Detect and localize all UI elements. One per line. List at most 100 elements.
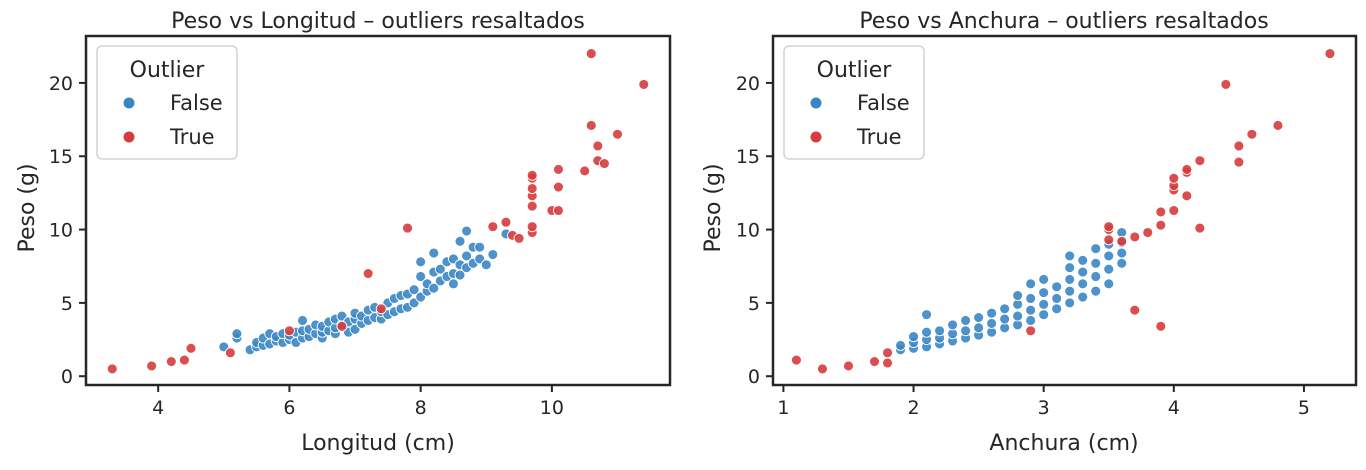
data-point-true <box>1272 119 1284 131</box>
data-point-false <box>1103 278 1115 290</box>
data-point-false <box>986 317 998 329</box>
data-point-false <box>999 303 1011 315</box>
data-point-true <box>1194 222 1206 234</box>
legend-title: Outlier <box>130 58 206 83</box>
data-point-true <box>106 363 118 375</box>
data-point-false <box>1090 285 1102 297</box>
data-point-true <box>585 119 597 131</box>
data-point-false <box>973 322 985 334</box>
chart-peso-vs-anchura: Peso vs Anchura – outliers resaltados An… <box>701 9 1358 456</box>
y-tick-label: 0 <box>748 366 760 388</box>
chart-title: Peso vs Longitud – outliers resaltados <box>171 9 585 34</box>
data-point-false <box>1064 297 1076 309</box>
legend: Outlier False True <box>96 45 238 160</box>
data-point-false <box>474 241 486 253</box>
data-point-true <box>1129 231 1141 243</box>
y-tick-label: 5 <box>748 293 760 315</box>
data-point-true <box>882 347 893 359</box>
data-point-true <box>882 357 893 369</box>
data-point-false <box>1064 250 1076 262</box>
data-point-false <box>1077 291 1089 303</box>
data-point-false <box>461 250 473 262</box>
data-point-false <box>231 328 243 340</box>
data-point-false <box>428 247 440 259</box>
data-point-false <box>960 325 972 337</box>
legend-marker-true <box>123 131 135 143</box>
data-point-true <box>843 360 854 372</box>
data-point-true <box>1103 234 1115 246</box>
data-point-true <box>1246 128 1258 140</box>
plot-frame <box>84 34 672 387</box>
data-point-true <box>283 325 295 337</box>
x-tick-label: 2 <box>907 397 919 419</box>
data-point-true <box>1233 140 1245 152</box>
data-point-true <box>336 320 348 332</box>
data-point-false <box>1103 250 1115 262</box>
data-point-true <box>638 78 650 90</box>
points <box>790 48 1336 375</box>
points <box>106 48 650 375</box>
y-tick-label: 20 <box>736 73 760 95</box>
data-point-false <box>1064 273 1076 285</box>
data-point-true <box>869 356 880 367</box>
data-point-false <box>1090 271 1102 282</box>
data-point-true <box>1181 190 1193 202</box>
y-tick-label: 15 <box>736 146 760 168</box>
chart-peso-vs-longitud: Peso vs Longitud – outliers resaltados L… <box>15 9 672 456</box>
data-point-true <box>790 354 802 366</box>
data-point-true <box>552 163 564 175</box>
data-point-true <box>375 303 387 315</box>
data-point-true <box>817 363 828 375</box>
y-tick-label: 10 <box>736 220 760 242</box>
data-point-false <box>1038 287 1050 299</box>
ticks: 4 6 8 10 0 5 10 15 20 <box>49 73 564 419</box>
x-tick-label: 1 <box>777 397 789 419</box>
data-point-false <box>1064 285 1076 297</box>
data-point-true <box>224 347 236 359</box>
data-point-false <box>1038 309 1050 321</box>
legend-label-false: False <box>857 91 910 115</box>
x-tick-label: 4 <box>1168 397 1180 419</box>
data-point-true <box>500 216 512 228</box>
data-point-false <box>1064 262 1076 274</box>
data-point-true <box>1181 163 1193 175</box>
data-point-false <box>999 313 1011 325</box>
data-point-true <box>585 48 597 60</box>
data-point-false <box>454 235 466 247</box>
data-point-false <box>1090 257 1102 269</box>
data-point-false <box>1077 266 1089 278</box>
data-point-false <box>1116 257 1128 269</box>
data-point-true <box>513 232 525 244</box>
data-point-false <box>428 282 440 294</box>
data-point-true <box>552 205 564 216</box>
legend-box <box>96 45 238 160</box>
data-point-true <box>526 200 538 212</box>
data-point-false <box>1077 254 1089 266</box>
data-point-false <box>461 225 473 237</box>
data-point-false <box>448 278 459 290</box>
data-point-false <box>297 315 308 326</box>
data-point-false <box>1077 278 1089 290</box>
data-point-true <box>402 222 413 234</box>
data-point-false <box>1012 310 1024 322</box>
data-point-false <box>1051 281 1063 293</box>
data-point-false <box>1038 298 1050 310</box>
data-point-true <box>598 158 610 170</box>
y-axis-label: Peso (g) <box>15 163 40 252</box>
data-point-false <box>1090 243 1102 255</box>
data-point-false <box>1025 278 1037 290</box>
data-point-false <box>1051 303 1063 315</box>
legend-marker-false <box>123 97 135 109</box>
data-point-false <box>947 319 959 331</box>
data-point-true <box>1168 205 1180 216</box>
legend-box <box>783 45 925 160</box>
data-point-false <box>1103 263 1115 275</box>
x-axis-label: Anchura (cm) <box>989 431 1138 456</box>
data-point-true <box>146 360 158 372</box>
legend-marker-false <box>810 97 822 109</box>
data-point-false <box>895 339 906 351</box>
legend-label-true: True <box>169 125 215 149</box>
data-point-false <box>487 249 499 260</box>
data-point-true <box>185 342 197 354</box>
